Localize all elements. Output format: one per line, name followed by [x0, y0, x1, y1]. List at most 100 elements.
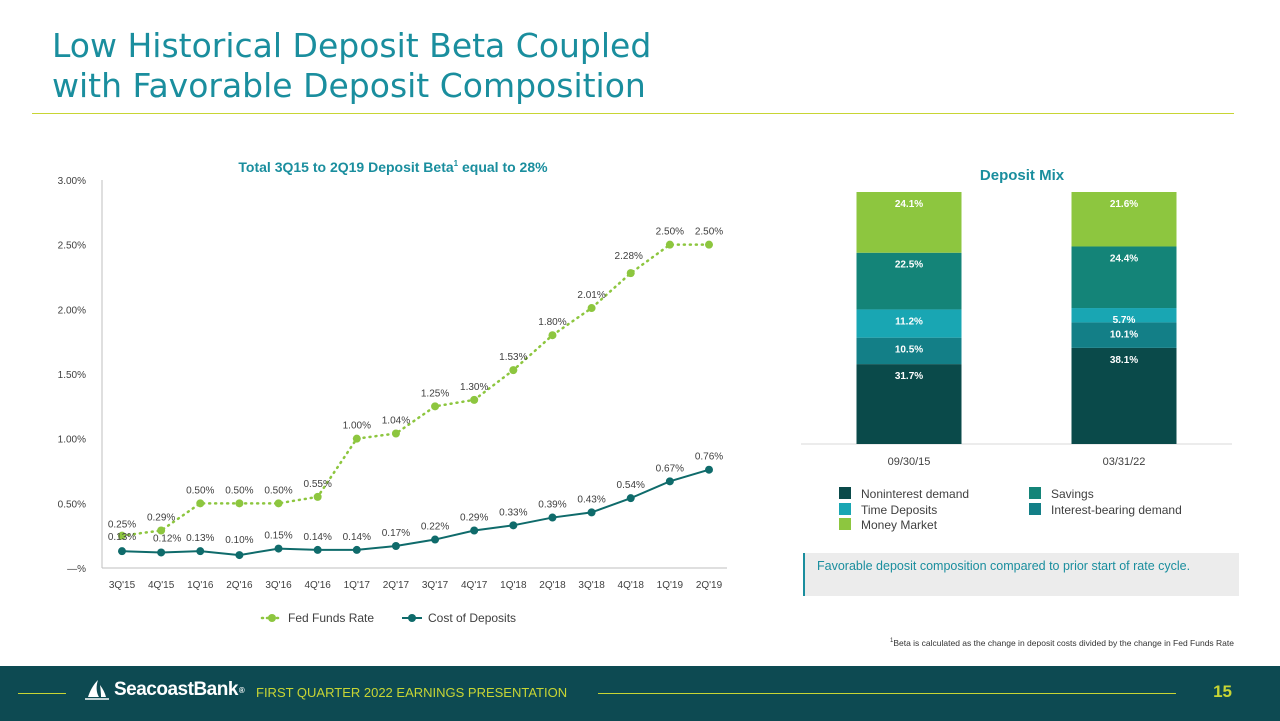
fed-funds-data-label: 1.80%: [538, 317, 566, 328]
stacked-bar-segment-label: 38.1%: [1110, 355, 1138, 366]
fed-funds-data-label: 1.04%: [382, 415, 410, 426]
stacked-bar-segment-label: 31.7%: [895, 371, 923, 382]
cost-of-deposits-point: [626, 494, 635, 503]
brand-logo: SeacoastBank ®: [84, 679, 245, 701]
cost-of-deposits-data-label: 0.22%: [421, 522, 449, 533]
charts-canvas: Total 3Q15 to 2Q19 Deposit Beta1 equal t…: [58, 159, 1232, 625]
cost-of-deposits-data-label: 0.33%: [499, 507, 527, 518]
x-tick-label: 4Q'18: [618, 580, 645, 591]
legend-fed-funds-marker: [268, 614, 276, 622]
x-tick-label: 2Q'16: [226, 580, 253, 591]
bar-legend-swatch: [839, 487, 851, 499]
stacked-bar-segment-label: 10.1%: [1110, 329, 1138, 340]
bar-category-label: 03/31/22: [1103, 456, 1146, 468]
y-tick-label: 3.00%: [58, 176, 86, 187]
cost-of-deposits-data-label: 0.13%: [108, 532, 136, 543]
fed-funds-line: [120, 243, 711, 537]
line-chart-title-main: Total 3Q15 to 2Q19 Deposit Beta: [238, 159, 453, 175]
fed-funds-data-label: 0.25%: [108, 520, 136, 531]
bar-legend-label: Money Market: [861, 518, 938, 532]
cost-of-deposits-data-label: 0.17%: [382, 528, 410, 539]
stacked-bar-segment: [1071, 192, 1177, 247]
bar-legend-swatch: [839, 503, 851, 515]
fed-funds-point: [705, 240, 713, 249]
page-title-line-2: with Favorable Deposit Composition: [52, 66, 646, 105]
stacked-bar-segment: [856, 364, 962, 444]
cost-of-deposits-data-label: 0.15%: [264, 531, 292, 542]
fed-funds-data-label: 0.29%: [147, 512, 175, 523]
legend-cost-of-deposits-marker: [408, 614, 416, 622]
fed-funds-point: [313, 492, 322, 501]
x-tick-label: 1Q'18: [500, 580, 527, 591]
cost-of-deposits-data-label: 0.29%: [460, 512, 488, 523]
cost-of-deposits-line: [121, 468, 710, 557]
x-tick-label: 4Q'16: [304, 580, 331, 591]
cost-of-deposits-point: [196, 547, 205, 556]
cost-of-deposits-point: [705, 465, 713, 474]
brand-logo-text: SeacoastBank: [114, 679, 238, 700]
footnote: 1Beta is calculated as the change in dep…: [890, 638, 1234, 648]
cost-of-deposits-point: [313, 545, 322, 554]
cost-of-deposits-point: [431, 535, 440, 544]
x-tick-label: 2Q'18: [539, 580, 566, 591]
fed-funds-point: [118, 531, 126, 540]
stacked-bar-segment: [856, 192, 962, 253]
footer-rule-left: [18, 693, 66, 694]
cost-of-deposits-data-label: 0.14%: [303, 532, 331, 543]
page-title: Low Historical Deposit Beta Coupled with…: [52, 26, 651, 106]
x-tick-label: 3Q'16: [265, 580, 292, 591]
cost-of-deposits-point: [157, 548, 166, 557]
cost-of-deposits-point: [548, 513, 557, 522]
cost-of-deposits-data-label: 0.54%: [617, 480, 645, 491]
cost-of-deposits-point: [391, 542, 400, 551]
fed-funds-point: [587, 304, 596, 313]
sail-logo-icon: [85, 680, 109, 700]
x-tick-label: 4Q'17: [461, 580, 488, 591]
stacked-bar-segment-label: 11.2%: [895, 316, 923, 327]
stacked-bar-segment-label: 5.7%: [1113, 315, 1136, 326]
bar-legend-label: Time Deposits: [861, 503, 937, 517]
bar-category-label: 09/30/15: [888, 456, 931, 468]
x-tick-label: 2Q'19: [696, 580, 723, 591]
cost-of-deposits-point: [235, 551, 244, 560]
cost-of-deposits-data-label: 0.43%: [577, 494, 605, 505]
footnote-marker: 1: [889, 638, 894, 645]
fed-funds-data-label: 0.50%: [186, 485, 214, 496]
stacked-bar-segment-label: 21.6%: [1110, 199, 1138, 210]
x-tick-label: 1Q'16: [187, 580, 214, 591]
x-tick-label: 1Q'19: [657, 580, 684, 591]
x-tick-label: 3Q'18: [578, 580, 605, 591]
stacked-bar-segment-label: 22.5%: [895, 260, 923, 271]
stacked-bar-segment-label: 24.4%: [1110, 253, 1138, 264]
cost-of-deposits-data-label: 0.12%: [153, 533, 181, 544]
x-tick-label: 2Q'17: [383, 580, 410, 591]
stacked-bar-segment: [1071, 347, 1177, 444]
fed-funds-data-label: 0.55%: [303, 479, 331, 490]
presentation-title: FIRST QUARTER 2022 EARNINGS PRESENTATION: [256, 685, 568, 700]
fed-funds-point: [509, 366, 518, 375]
y-tick-label: 2.50%: [58, 241, 86, 252]
line-chart-title-sup: 1: [454, 159, 459, 168]
line-chart-title: Total 3Q15 to 2Q19 Deposit Beta1 equal t…: [238, 159, 548, 175]
stacked-bar-segment: [856, 252, 962, 310]
cost-of-deposits-point: [274, 544, 283, 553]
cost-of-deposits-data-label: 0.10%: [225, 535, 253, 546]
cost-of-deposits-point: [587, 508, 596, 517]
cost-of-deposits-point: [509, 521, 518, 530]
x-tick-label: 3Q'17: [422, 580, 449, 591]
x-tick-label: 3Q'15: [109, 580, 136, 591]
stacked-bar-segment: [1071, 322, 1177, 348]
fed-funds-point: [196, 499, 205, 508]
legend-fed-funds-label: Fed Funds Rate: [288, 611, 374, 625]
cost-of-deposits-data-label: 0.39%: [538, 500, 566, 511]
stacked-bar-segment: [856, 309, 962, 338]
footer-rule-right: [598, 693, 1176, 694]
fed-funds-point: [431, 402, 440, 411]
fed-funds-data-label: 0.50%: [225, 485, 253, 496]
fed-funds-point: [235, 499, 244, 508]
x-tick-label: 4Q'15: [148, 580, 175, 591]
fed-funds-data-label: 1.25%: [421, 388, 449, 399]
legend-cost-of-deposits-label: Cost of Deposits: [428, 611, 516, 625]
callout-text: Favorable deposit composition compared t…: [817, 559, 1191, 573]
bar-legend-swatch: [839, 518, 851, 530]
